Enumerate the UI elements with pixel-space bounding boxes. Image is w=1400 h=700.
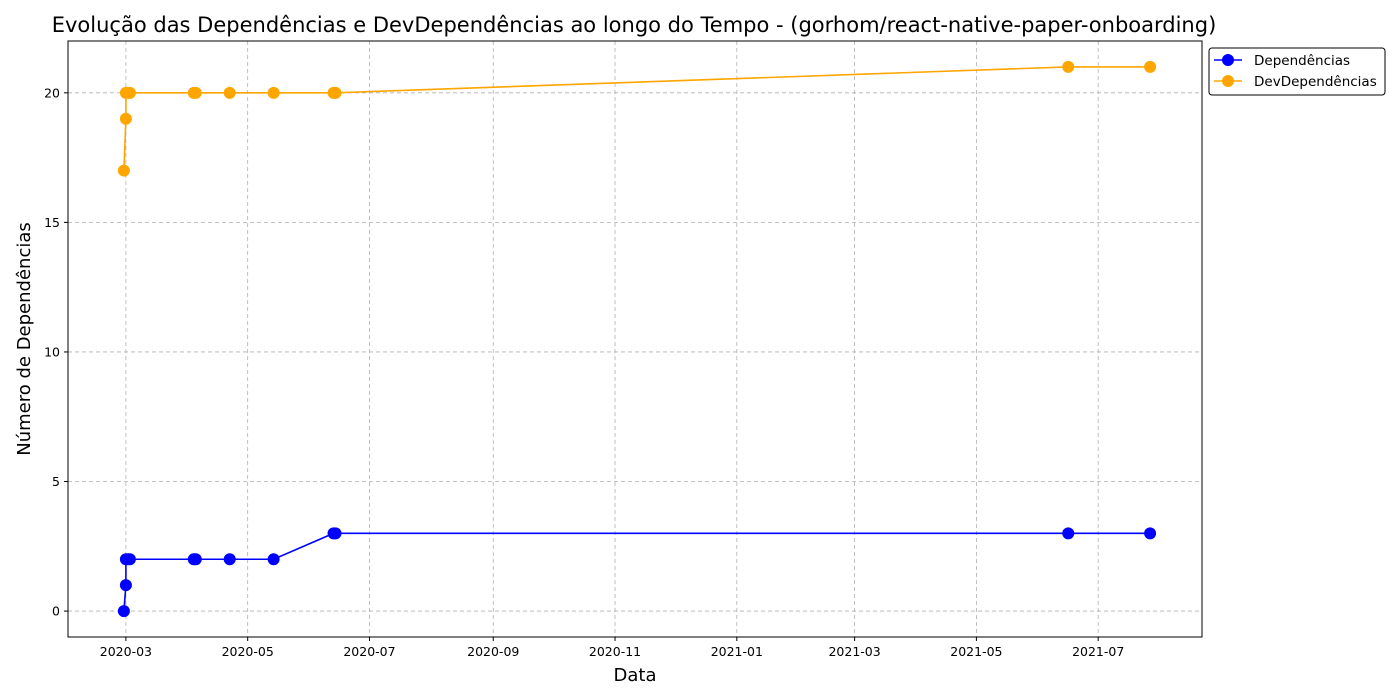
x-axis-label: Data bbox=[614, 665, 657, 686]
x-tick-label: 2021-01 bbox=[711, 644, 763, 659]
y-tick-label: 15 bbox=[44, 215, 60, 230]
data-point-dependencias bbox=[119, 579, 132, 592]
chart-title: Evolução das Dependências e DevDependênc… bbox=[52, 13, 1217, 37]
x-tick-label: 2020-05 bbox=[222, 644, 274, 659]
x-tick-label: 2020-03 bbox=[100, 644, 152, 659]
data-point-devdependencias bbox=[189, 86, 202, 99]
x-tick-label: 2021-03 bbox=[828, 644, 880, 659]
legend-label-dependencias: Dependências bbox=[1254, 53, 1350, 69]
data-point-dependencias bbox=[267, 553, 280, 566]
series-devdependencias bbox=[117, 60, 1157, 177]
data-point-dependencias bbox=[123, 553, 136, 566]
data-point-dependencias bbox=[1144, 527, 1157, 540]
y-axis-label: Número de Dependências bbox=[14, 222, 35, 456]
legend-frame bbox=[1208, 47, 1386, 96]
y-tick-label: 5 bbox=[52, 474, 60, 489]
x-axis-ticks: 2020-03 2020-05 2020-07 2020-09 2020-11 2021-… bbox=[100, 637, 1124, 659]
x-tick-label: 2020-07 bbox=[343, 644, 395, 659]
legend-marker-devdependencias bbox=[1222, 75, 1234, 87]
series-line-dependencias bbox=[123, 532, 1151, 612]
data-point-devdependencias bbox=[267, 86, 280, 99]
data-point-devdependencias bbox=[1062, 60, 1075, 73]
data-point-devdependencias bbox=[1144, 60, 1157, 73]
y-tick-label: 0 bbox=[52, 604, 60, 619]
grid bbox=[68, 41, 1202, 637]
y-tick-label: 10 bbox=[44, 344, 60, 359]
data-point-dependencias bbox=[329, 527, 342, 540]
plot-frame bbox=[67, 40, 1203, 638]
legend-marker-dependencias bbox=[1222, 54, 1234, 66]
data-point-dependencias bbox=[189, 553, 202, 566]
x-tick-label: 2020-11 bbox=[589, 644, 641, 659]
data-point-devdependencias bbox=[119, 112, 132, 125]
series-dependencias bbox=[117, 527, 1157, 618]
y-tick-label: 20 bbox=[44, 85, 60, 100]
data-point-devdependencias bbox=[329, 86, 342, 99]
data-point-dependencias bbox=[1062, 527, 1075, 540]
data-point-devdependencias bbox=[117, 164, 130, 177]
x-tick-label: 2021-07 bbox=[1072, 644, 1124, 659]
data-point-devdependencias bbox=[223, 86, 236, 99]
data-point-dependencias bbox=[223, 553, 236, 566]
legend-label-devdependencias: DevDependências bbox=[1254, 74, 1377, 90]
data-point-devdependencias bbox=[123, 86, 136, 99]
series-line-devdependencias bbox=[123, 66, 1151, 171]
x-tick-label: 2020-09 bbox=[467, 644, 519, 659]
legend: Dependências DevDependências bbox=[1208, 47, 1386, 96]
data-point-dependencias bbox=[117, 605, 130, 618]
series-layer bbox=[117, 60, 1157, 618]
x-tick-label: 2021-05 bbox=[950, 644, 1002, 659]
y-axis-ticks: 0 5 10 15 20 bbox=[44, 85, 68, 619]
